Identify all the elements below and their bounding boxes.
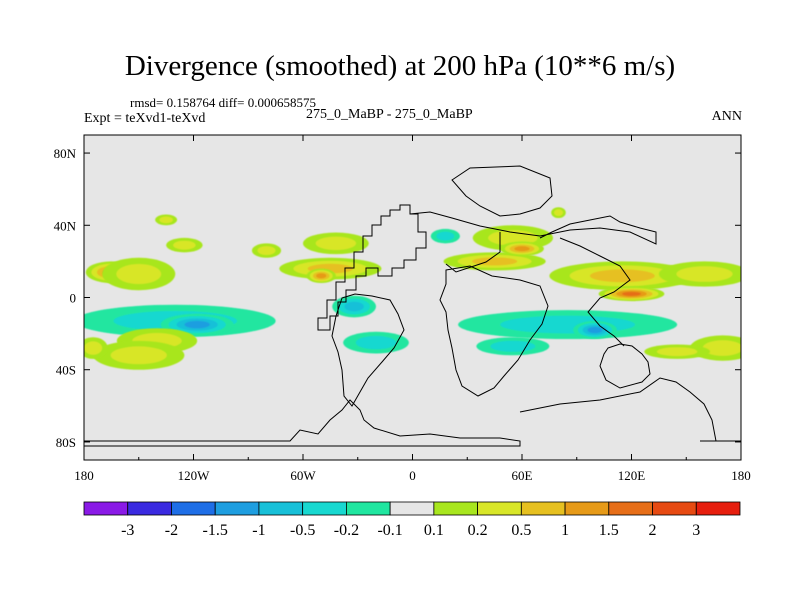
field-blob-7 [306, 268, 336, 284]
x-tick-label: 120E [618, 468, 646, 483]
field-blob-23 [573, 320, 617, 340]
y-tick-label: 0 [70, 291, 77, 306]
field-blob-12 [84, 337, 108, 359]
colorbar-label: 3 [692, 522, 700, 539]
season-label: ANN [711, 109, 742, 124]
field-blob-11 [93, 340, 185, 370]
colorbar-label: -3 [121, 522, 134, 539]
colorbar-box-14 [695, 501, 741, 516]
y-tick-label: 80S [56, 435, 76, 450]
experiment-label: Expt = teXvd1-teXvd [84, 111, 206, 126]
colorbar-box-6 [345, 501, 391, 516]
colorbar-box-13 [652, 501, 697, 516]
y-tick-label: 80N [54, 146, 77, 161]
colorbar-label: 1 [561, 522, 569, 539]
colorbar-label: -0.1 [377, 522, 402, 539]
field-blob-3 [155, 214, 178, 226]
colorbar-box-4 [258, 501, 304, 516]
colorbar-label: -1 [252, 522, 265, 539]
field-blob-14 [332, 295, 376, 318]
colorbar-label: -0.5 [290, 522, 315, 539]
colorbar-box-9 [477, 501, 522, 516]
colorbar-box-7 [389, 501, 435, 516]
y-tick-label: 40S [56, 363, 76, 378]
y-tick-label: 40N [54, 218, 77, 233]
colorbar-label: 0.2 [468, 522, 488, 539]
axes: 180 120W 60W 0 60E 120E 180 80N 40N 0 40S 80S [54, 135, 751, 483]
field-blob-27 [551, 207, 566, 219]
field-blob-26 [644, 344, 710, 359]
x-tick-label: 0 [409, 468, 416, 483]
colorbar: -3 -2 -1.5 -1 -0.5 -0.2 -0.1 0.1 0.2 0.5 1 1.5 2 3 [83, 501, 741, 539]
colorbar-label: -0.2 [334, 522, 359, 539]
colorbar-box-1 [127, 501, 172, 516]
case-label: 275_0_MaBP - 275_0_MaBP [306, 107, 473, 122]
x-tick-label: 180 [731, 468, 751, 483]
colorbar-box-5 [302, 501, 347, 516]
field-blob-1 [102, 257, 176, 291]
x-tick-label: 60E [512, 468, 533, 483]
colorbar-label: 0.5 [511, 522, 531, 539]
field-blob-2 [166, 237, 203, 253]
field-blob-15 [430, 228, 460, 244]
field-blob-4 [251, 243, 282, 258]
colorbar-box-10 [520, 501, 566, 516]
colorbar-box-2 [171, 501, 216, 516]
colorbar-box-11 [564, 501, 610, 516]
x-tick-label: 60W [290, 468, 316, 483]
colorbar-box-0 [83, 501, 129, 516]
x-tick-label: 180 [74, 468, 94, 483]
field-blob-5 [303, 232, 369, 255]
field-blob-9 [160, 313, 234, 336]
field-blob-22 [458, 310, 678, 340]
coastlines [84, 165, 741, 447]
chart-title: Divergence (smoothed) at 200 hPa (10**6 … [124, 50, 676, 82]
colorbar-label: 1.5 [599, 522, 619, 539]
colorbar-box-8 [433, 501, 479, 516]
field-blob-20 [598, 286, 665, 302]
colorbar-label: 2 [649, 522, 657, 539]
field-blob-24 [476, 337, 550, 356]
field-blob-13 [343, 331, 409, 354]
field-blob-19 [549, 261, 696, 291]
colorbar-label: 0.1 [424, 522, 444, 539]
field-blob-21 [658, 261, 741, 287]
colorbar-box-3 [214, 501, 260, 516]
colorbar-box-12 [608, 501, 653, 516]
stats-label: rmsd= 0.158764 diff= 0.000658575 [130, 95, 316, 110]
colorbar-label: -2 [165, 522, 178, 539]
divergence-field [84, 207, 741, 370]
field-blob-18 [500, 241, 544, 256]
x-tick-label: 120W [178, 468, 211, 483]
colorbar-label: -1.5 [203, 522, 228, 539]
